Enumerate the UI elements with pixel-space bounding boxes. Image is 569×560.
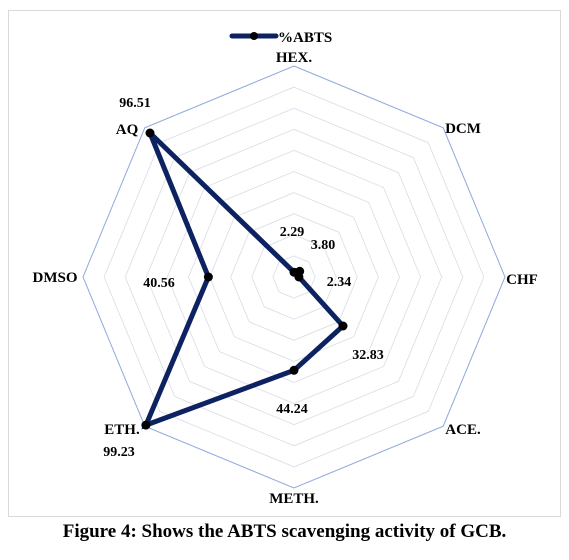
axis-label-aq: AQ bbox=[116, 122, 139, 138]
axis-label-dcm: DCM bbox=[445, 121, 481, 137]
legend-entry-abts: %ABTS bbox=[278, 30, 332, 46]
data-labels: 2.29 3.80 2.34 32.83 44.24 99.23 40.56 96.51 bbox=[103, 96, 384, 460]
data-label-eth: 99.23 bbox=[103, 445, 135, 460]
data-point-ace bbox=[338, 321, 348, 331]
data-label-hex: 2.29 bbox=[280, 225, 305, 240]
data-label-dmso: 40.56 bbox=[143, 276, 175, 291]
grid-ring bbox=[166, 149, 422, 405]
axis-labels: HEX. DCM CHF ACE. METH. ETH. DMSO AQ bbox=[33, 50, 538, 507]
axis-label-eth: ETH. bbox=[104, 422, 140, 438]
data-label-chf: 2.34 bbox=[327, 275, 352, 290]
data-label-meth: 44.24 bbox=[276, 402, 308, 417]
axis-label-meth: METH. bbox=[269, 491, 319, 507]
grid-ring bbox=[230, 213, 358, 341]
grid-ring bbox=[82, 65, 506, 489]
axis-label-chf: CHF bbox=[506, 272, 538, 288]
data-label-aq: 96.51 bbox=[119, 96, 151, 111]
grid-ring bbox=[145, 128, 443, 426]
radar-grid bbox=[82, 65, 506, 489]
legend-swatch-marker bbox=[250, 32, 258, 40]
data-point-chf bbox=[294, 272, 304, 282]
grid-ring bbox=[209, 192, 379, 362]
series-line-abts bbox=[141, 131, 347, 430]
series-layer bbox=[141, 128, 348, 430]
data-label-dcm: 3.80 bbox=[311, 238, 336, 253]
axis-label-ace: ACE. bbox=[445, 422, 481, 438]
data-point-meth bbox=[289, 365, 299, 375]
grid-ring bbox=[251, 234, 337, 320]
data-label-ace: 32.83 bbox=[352, 348, 384, 363]
figure-caption: Figure 4: Shows the ABTS scavenging acti… bbox=[62, 521, 507, 542]
axis-label-hex: HEX. bbox=[276, 50, 313, 66]
grid-ring bbox=[124, 107, 464, 447]
data-point-aq bbox=[145, 128, 155, 138]
axis-label-dmso: DMSO bbox=[33, 270, 78, 286]
grid-ring bbox=[188, 171, 400, 383]
data-point-dmso bbox=[203, 272, 213, 282]
legend: %ABTS bbox=[229, 30, 332, 46]
grid-ring bbox=[103, 86, 485, 468]
grid-ring bbox=[272, 255, 316, 299]
data-point-eth bbox=[141, 420, 151, 430]
